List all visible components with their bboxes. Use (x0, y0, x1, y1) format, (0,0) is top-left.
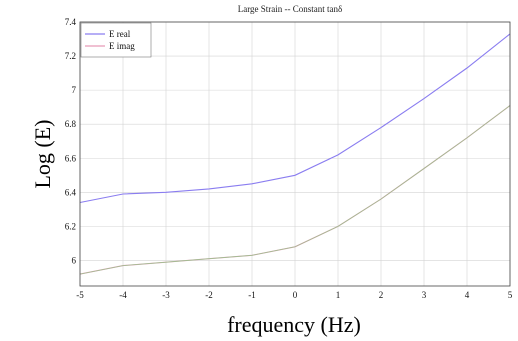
series-group (79, 33, 511, 275)
y-tick-label: 6 (72, 255, 77, 265)
ticks: -5 -4 -3 -2 -1 0 1 2 3 4 5 6 6.2 6.4 6.6 6.8 7 7.2 7.4 (65, 17, 513, 300)
legend: E real E imag (80, 22, 152, 58)
series-line-e-real (79, 33, 511, 204)
y-tick-label: 7.2 (65, 51, 76, 61)
y-tick-label: 6.6 (65, 153, 77, 163)
x-axis-label: frequency (Hz) (227, 312, 361, 337)
x-tick-label: -1 (248, 290, 256, 300)
y-tick-label: 6.2 (65, 221, 76, 231)
x-tick-label: -2 (205, 290, 213, 300)
x-tick-label: 2 (379, 290, 384, 300)
y-axis-label: Log (E) (30, 119, 55, 188)
plot-frame (79, 21, 511, 287)
x-tick-label: 4 (465, 290, 470, 300)
y-tick-label: 7 (72, 85, 77, 95)
x-tick-label: 0 (293, 290, 298, 300)
chart-title: Large Strain -- Constant tanδ (238, 4, 343, 14)
series-overlay-e-imag (79, 105, 511, 275)
x-tick-label: -5 (76, 290, 84, 300)
y-tick-label: 6.4 (65, 187, 77, 197)
x-tick-label: -4 (119, 290, 127, 300)
y-tick-label: 6.8 (65, 119, 77, 129)
legend-label: E real (109, 29, 131, 39)
x-tick-label: 1 (336, 290, 341, 300)
legend-box (80, 22, 152, 58)
legend-label: E imag (109, 41, 135, 51)
x-tick-label: 3 (422, 290, 427, 300)
y-tick-label: 7.4 (65, 17, 77, 27)
x-tick-label: 5 (508, 290, 513, 300)
x-tick-label: -3 (162, 290, 170, 300)
